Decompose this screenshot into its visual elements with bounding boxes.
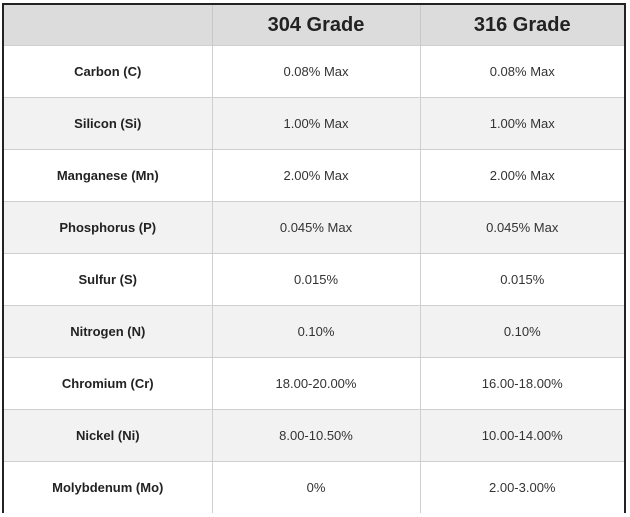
grade-304-cell: 2.00% Max: [212, 149, 421, 202]
table-row: Chromium (Cr) 18.00-20.00% 16.00-18.00%: [4, 357, 624, 410]
grade-304-cell: 0.10%: [212, 305, 421, 358]
element-cell: Chromium (Cr): [4, 357, 213, 410]
grade-316-cell: 10.00-14.00%: [420, 409, 624, 462]
table-row: Nitrogen (N) 0.10% 0.10%: [4, 305, 624, 358]
table-header: 304 Grade 316 Grade: [4, 5, 624, 46]
grade-304-cell: 0%: [212, 461, 421, 513]
table-row: Nickel (Ni) 8.00-10.50% 10.00-14.00%: [4, 409, 624, 462]
grade-304-cell: 18.00-20.00%: [212, 357, 421, 410]
grade-316-cell: 0.08% Max: [420, 45, 624, 98]
element-cell: Molybdenum (Mo): [4, 461, 213, 513]
element-cell: Nitrogen (N): [4, 305, 213, 358]
element-cell: Nickel (Ni): [4, 409, 213, 462]
table-row: Molybdenum (Mo) 0% 2.00-3.00%: [4, 461, 624, 513]
header-304-grade: 304 Grade: [212, 5, 421, 46]
header-element: [4, 5, 213, 46]
grade-304-cell: 8.00-10.50%: [212, 409, 421, 462]
header-316-grade: 316 Grade: [420, 5, 624, 46]
composition-table-container: 304 Grade 316 Grade Carbon (C) 0.08% Max…: [2, 3, 626, 513]
table-row: Carbon (C) 0.08% Max 0.08% Max: [4, 45, 624, 98]
table-row: Phosphorus (P) 0.045% Max 0.045% Max: [4, 201, 624, 254]
grade-304-cell: 0.045% Max: [212, 201, 421, 254]
grade-316-cell: 16.00-18.00%: [420, 357, 624, 410]
header-row: 304 Grade 316 Grade: [4, 5, 624, 46]
grade-316-cell: 0.045% Max: [420, 201, 624, 254]
element-cell: Phosphorus (P): [4, 201, 213, 254]
grade-304-cell: 0.015%: [212, 253, 421, 306]
grade-316-cell: 1.00% Max: [420, 97, 624, 150]
grade-316-cell: 2.00% Max: [420, 149, 624, 202]
grade-304-cell: 0.08% Max: [212, 45, 421, 98]
table-body: Carbon (C) 0.08% Max 0.08% Max Silicon (…: [4, 45, 624, 513]
grade-316-cell: 0.015%: [420, 253, 624, 306]
element-cell: Manganese (Mn): [4, 149, 213, 202]
element-cell: Silicon (Si): [4, 97, 213, 150]
table-row: Sulfur (S) 0.015% 0.015%: [4, 253, 624, 306]
grade-316-cell: 2.00-3.00%: [420, 461, 624, 513]
composition-table: 304 Grade 316 Grade Carbon (C) 0.08% Max…: [4, 5, 624, 513]
grade-316-cell: 0.10%: [420, 305, 624, 358]
table-row: Manganese (Mn) 2.00% Max 2.00% Max: [4, 149, 624, 202]
grade-304-cell: 1.00% Max: [212, 97, 421, 150]
element-cell: Carbon (C): [4, 45, 213, 98]
element-cell: Sulfur (S): [4, 253, 213, 306]
table-row: Silicon (Si) 1.00% Max 1.00% Max: [4, 97, 624, 150]
